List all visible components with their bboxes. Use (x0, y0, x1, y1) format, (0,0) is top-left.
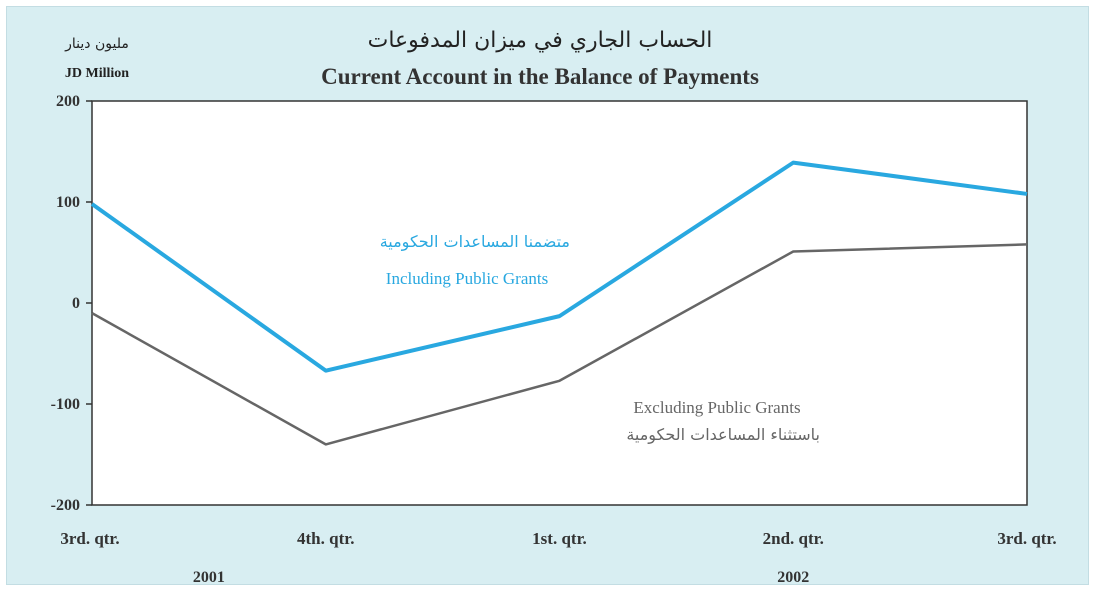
series-label-arabic-including: متضمنا المساعدات الحكومية (380, 232, 570, 252)
x-tick-label: 3rd. qtr. (997, 529, 1056, 548)
year-label: 2001 (193, 569, 225, 586)
y-tick-label: 200 (56, 93, 80, 110)
x-tick-label: 1st. qtr. (532, 529, 587, 548)
series-line-including (90, 160, 1028, 373)
y-tick-label: -100 (51, 396, 80, 413)
series-label-including: Including Public Grants (386, 269, 548, 288)
y-axis-unit: JD Million (64, 66, 130, 81)
x-tick-label: 2nd. qtr. (763, 529, 824, 548)
y-tick-label: 0 (72, 295, 80, 312)
y-axis-unit-arabic: مليون دينار (65, 36, 129, 52)
plot-area (91, 100, 1028, 506)
series-label-excluding: Excluding Public Grants (633, 398, 800, 417)
series-line-excluding (91, 243, 1028, 446)
x-tick-label: 3rd. qtr. (60, 529, 119, 548)
series-label-arabic-excluding: باستثناء المساعدات الحكومية (626, 425, 820, 445)
chart-title-arabic: الحساب الجاري في ميزان المدفوعات (367, 28, 713, 53)
x-tick-label: 4th. qtr. (297, 529, 354, 548)
y-tick-label: -200 (51, 497, 80, 514)
chart-title: Current Account in the Balance of Paymen… (321, 64, 759, 89)
year-label: 2002 (777, 569, 809, 586)
y-tick-label: 100 (56, 194, 80, 211)
